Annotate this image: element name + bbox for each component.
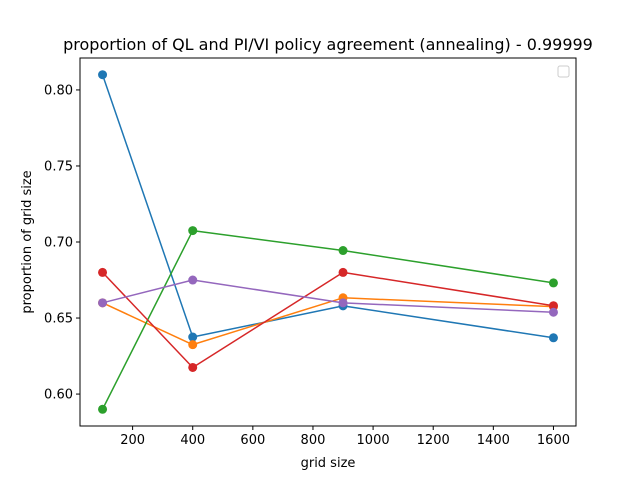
series-4: [98, 267, 558, 372]
data-point: [548, 307, 558, 317]
x-tick-label: 1400: [477, 433, 510, 448]
y-tick-label: 0.65: [44, 312, 73, 327]
data-point: [98, 298, 108, 308]
data-point: [98, 267, 108, 277]
data-point: [188, 340, 198, 350]
x-tick-label: 1200: [417, 433, 450, 448]
data-point: [188, 332, 198, 342]
x-tick-label: 800: [301, 433, 326, 448]
chart-title: proportion of QL and PI/VI policy agreem…: [63, 35, 593, 54]
series-line: [102, 271, 554, 369]
y-tick-label: 0.60: [44, 388, 73, 403]
data-point: [188, 226, 198, 236]
data-point: [338, 298, 348, 308]
x-axis-label: grid size: [301, 456, 356, 471]
y-tick-label: 0.80: [44, 83, 73, 98]
x-tick-label: 1600: [537, 433, 570, 448]
y-axis-label: proportion of grid size: [20, 170, 35, 313]
series-line: [102, 279, 554, 314]
series-5: [98, 275, 558, 317]
series-line: [102, 297, 554, 346]
data-point: [548, 278, 558, 288]
data-point: [98, 70, 108, 80]
y-tick-label: 0.75: [44, 159, 73, 174]
plot-area: [98, 70, 558, 414]
x-tick-label: 200: [120, 433, 145, 448]
x-tick-label: 600: [240, 433, 265, 448]
legend-box: [557, 65, 570, 78]
data-point: [548, 333, 558, 343]
data-point: [338, 246, 348, 256]
y-tick-label: 0.70: [44, 236, 73, 251]
x-tick-label: 1000: [357, 433, 390, 448]
data-point: [338, 267, 348, 277]
data-point: [548, 301, 558, 311]
data-point: [188, 275, 198, 285]
data-point: [98, 404, 108, 414]
x-tick-label: 400: [180, 433, 205, 448]
data-point: [188, 362, 198, 372]
